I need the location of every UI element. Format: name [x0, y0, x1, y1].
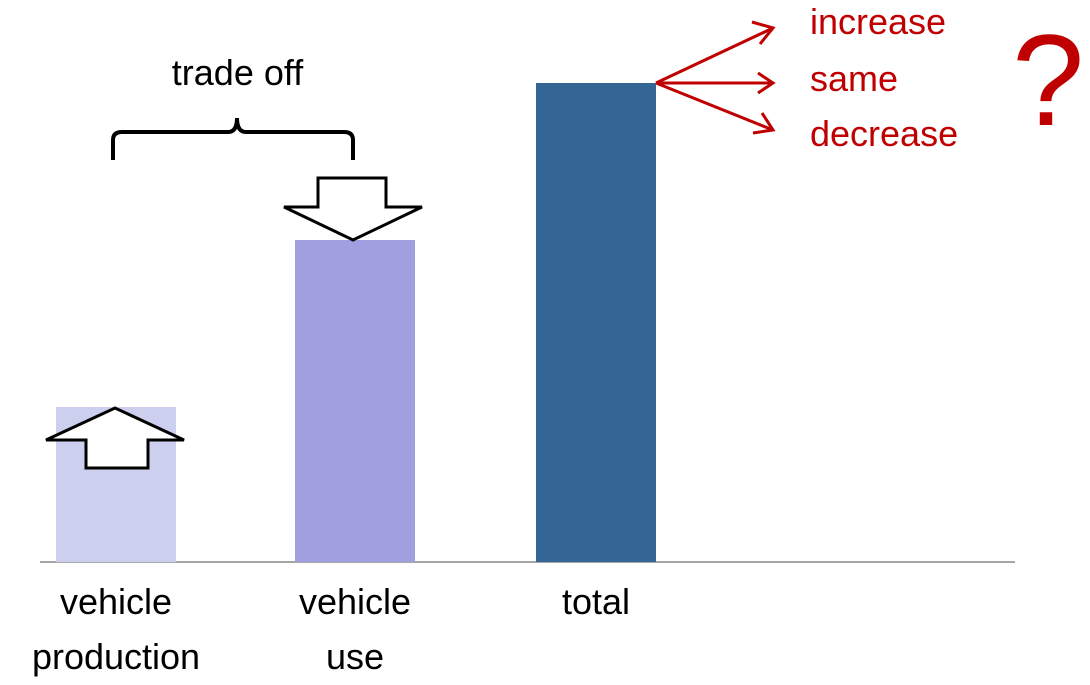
- brace-label: trade off: [171, 52, 304, 93]
- x-tick-label: vehicle use: [298, 581, 412, 677]
- x-tick-label: total: [561, 581, 631, 622]
- bar: [295, 240, 415, 562]
- up-arrow: [45, 406, 185, 470]
- option-label: same: [810, 58, 899, 99]
- option-arrows: [655, 20, 776, 135]
- x-tick-label: vehicle production: [31, 581, 201, 677]
- question-mark: ?: [1012, 7, 1085, 153]
- option-label: increase: [810, 1, 947, 42]
- down-arrow: [283, 176, 423, 242]
- bar: [536, 83, 656, 562]
- brace: [111, 117, 355, 160]
- option-label: decrease: [810, 113, 959, 154]
